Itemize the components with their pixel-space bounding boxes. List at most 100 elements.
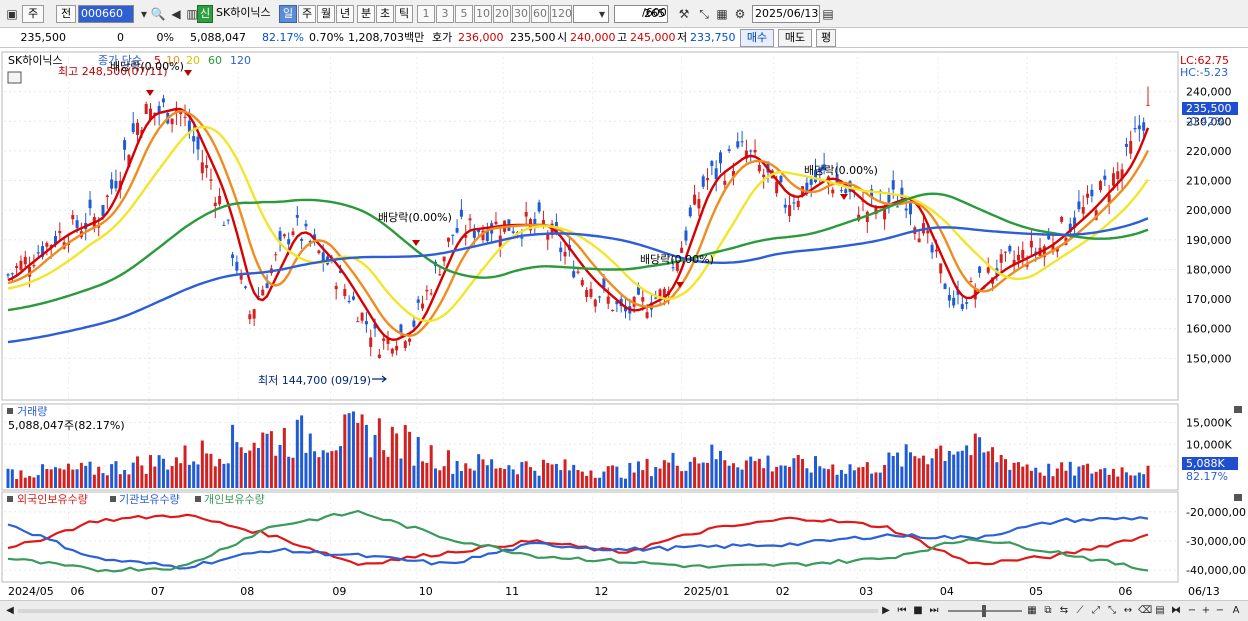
candle-body bbox=[874, 207, 878, 215]
expand-icon[interactable]: ⤢ bbox=[1092, 605, 1100, 616]
scroll-right-icon[interactable]: ▶ bbox=[882, 605, 890, 616]
volume-bar bbox=[991, 447, 995, 488]
sell-button[interactable]: 매도 bbox=[778, 29, 812, 47]
interval-3[interactable]: 3 bbox=[436, 5, 454, 23]
volume-bar bbox=[153, 466, 157, 488]
interval-1[interactable]: 1 bbox=[417, 5, 435, 23]
volume-bar bbox=[874, 472, 878, 488]
period-minute[interactable]: 분 bbox=[357, 5, 375, 23]
copy-icon[interactable]: ⧉ bbox=[1044, 605, 1052, 616]
save-icon[interactable]: ▤ bbox=[1155, 605, 1165, 616]
chart-area[interactable]: 240,000 230,000 220,000 210,000 200,000 190,0… bbox=[0, 48, 1248, 600]
play-icon[interactable]: ⏭ bbox=[929, 605, 939, 616]
indicator-table-icon[interactable] bbox=[7, 71, 22, 84]
grid-icon[interactable]: ▦ bbox=[716, 7, 728, 21]
scroll-left-icon[interactable]: ◀ bbox=[6, 605, 14, 616]
candle-body bbox=[110, 179, 114, 189]
crosshair-icon[interactable]: ⤡ bbox=[699, 7, 709, 21]
interval-input[interactable] bbox=[573, 5, 609, 23]
price-tick-label: 150,000 bbox=[1186, 352, 1232, 365]
period-week[interactable]: 주 bbox=[298, 5, 316, 23]
eval-button[interactable]: 평 bbox=[816, 29, 836, 47]
zoom-out-icon[interactable]: − bbox=[1187, 605, 1197, 616]
volume-bar bbox=[554, 463, 558, 488]
candle-body bbox=[356, 321, 360, 323]
move-icon[interactable]: ↔ bbox=[1123, 605, 1133, 616]
zoom-in-icon[interactable]: + bbox=[1201, 605, 1211, 616]
chart-type-icon[interactable]: ⚒ bbox=[678, 7, 690, 21]
volume-tag bbox=[1182, 457, 1238, 470]
volume-bar bbox=[36, 475, 40, 488]
candle-body bbox=[351, 296, 355, 300]
shrink-icon[interactable]: ⤡ bbox=[1108, 605, 1116, 616]
candle-body bbox=[624, 306, 627, 312]
period-second[interactable]: 초 bbox=[376, 5, 394, 23]
volume-bar bbox=[507, 465, 511, 488]
panel-collapse-icon[interactable] bbox=[7, 408, 13, 414]
prev-button[interactable]: 전 bbox=[56, 5, 76, 23]
holdings-tick-label: -30,000,00 bbox=[1186, 535, 1246, 548]
volume-bar bbox=[870, 473, 874, 488]
count-input[interactable]: 265 bbox=[614, 5, 668, 23]
candle-body bbox=[455, 227, 459, 233]
volume-bar bbox=[857, 467, 861, 488]
volume-bar bbox=[1025, 464, 1029, 488]
candle-body bbox=[157, 105, 161, 113]
candle-body bbox=[589, 288, 593, 298]
period-year[interactable]: 년 bbox=[336, 5, 354, 23]
chart-link-icon[interactable]: ⧓ bbox=[1171, 605, 1181, 616]
table-icon[interactable]: ▦ bbox=[1027, 605, 1037, 616]
stock-code-input[interactable]: 000660 bbox=[78, 5, 134, 23]
volume-bar bbox=[179, 463, 183, 488]
x-tick-label: 03 bbox=[859, 585, 873, 598]
volume-bar bbox=[520, 462, 524, 488]
candle-body bbox=[744, 150, 748, 159]
market-select[interactable]: 주 bbox=[22, 5, 44, 23]
volume-bar bbox=[779, 465, 783, 488]
holdings-tick-label: -40,000,00 bbox=[1186, 564, 1246, 577]
panel-close-icon[interactable] bbox=[1234, 494, 1242, 501]
delete-icon[interactable]: ⌫ bbox=[1138, 605, 1153, 616]
period-day[interactable]: 일 bbox=[279, 5, 297, 23]
interval-60[interactable]: 60 bbox=[531, 5, 549, 23]
candle-body bbox=[598, 296, 602, 298]
dropdown-arrow-icon[interactable]: ▾ bbox=[598, 7, 606, 21]
window-icon[interactable]: ▣ bbox=[6, 7, 18, 21]
volume-bar bbox=[455, 461, 459, 488]
rewind-icon[interactable]: ⏮ bbox=[897, 605, 907, 616]
compare-icon[interactable]: ⇆ bbox=[1059, 605, 1069, 616]
search-icon[interactable]: 🔍 bbox=[150, 7, 166, 21]
volume-bar bbox=[403, 425, 407, 488]
split-icon[interactable]: ▥ bbox=[186, 7, 198, 21]
candle-body bbox=[209, 179, 213, 181]
date-input[interactable]: 2025/06/13 bbox=[752, 5, 820, 23]
candle-body bbox=[865, 211, 869, 223]
interval-120[interactable]: 120 bbox=[550, 5, 572, 23]
line-draw-icon[interactable]: ⟋ bbox=[1076, 605, 1084, 616]
gear-icon[interactable]: ⚙ bbox=[734, 7, 746, 21]
candle-body bbox=[706, 178, 710, 181]
stop-icon[interactable]: ■ bbox=[913, 605, 923, 616]
text-tool-icon[interactable]: A bbox=[1232, 605, 1240, 616]
period-month[interactable]: 월 bbox=[317, 5, 335, 23]
scrollbar-track[interactable] bbox=[18, 609, 878, 613]
candle-body bbox=[1142, 122, 1146, 131]
panel-close-icon[interactable] bbox=[1234, 406, 1242, 413]
dropdown-arrow-icon[interactable]: ▾ bbox=[140, 7, 148, 21]
sound-icon[interactable]: ◀ bbox=[171, 7, 181, 21]
volume-bar bbox=[524, 461, 528, 488]
volume-bar bbox=[54, 467, 57, 488]
interval-5[interactable]: 5 bbox=[455, 5, 473, 23]
calendar-icon[interactable]: ▤ bbox=[822, 7, 834, 21]
buy-button[interactable]: 매수 bbox=[740, 29, 774, 47]
hc-label: HC:-5.23 bbox=[1180, 66, 1228, 79]
price-panel[interactable] bbox=[1, 51, 1179, 401]
interval-30[interactable]: 30 bbox=[512, 5, 530, 23]
minus-icon[interactable]: − bbox=[1215, 605, 1225, 616]
panel-collapse-icon[interactable] bbox=[7, 496, 13, 502]
zoom-slider-thumb[interactable] bbox=[982, 605, 986, 617]
period-tick[interactable]: 틱 bbox=[395, 5, 413, 23]
candle-body bbox=[464, 235, 468, 238]
interval-10[interactable]: 10 bbox=[474, 5, 492, 23]
interval-20[interactable]: 20 bbox=[493, 5, 511, 23]
